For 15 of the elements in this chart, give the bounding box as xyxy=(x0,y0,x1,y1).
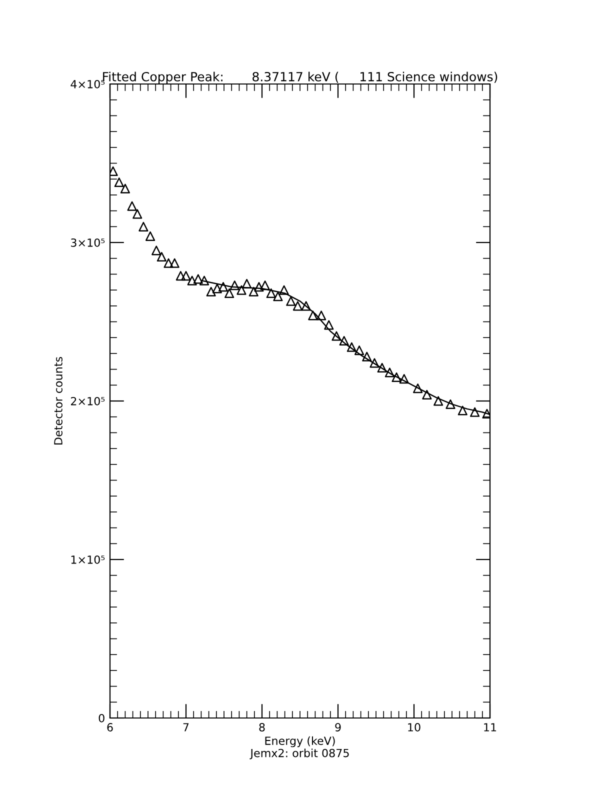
y-tick-label: 1×10⁵ xyxy=(71,555,105,564)
chart-title: Fitted Copper Peak: 8.37117 keV ( 111 Science windows) xyxy=(103,72,498,84)
x-axis-title: Energy (keV) xyxy=(265,736,335,748)
text: Jemx2: orbit 0875 xyxy=(250,748,349,760)
y-tick-label: 0 xyxy=(98,714,104,722)
x-tick-label: 10 xyxy=(408,723,420,732)
x-tick-label: 11 xyxy=(484,723,496,732)
y-tick-label: 4×10⁵ xyxy=(70,80,105,88)
y-axis-title: Detector counts xyxy=(54,357,62,444)
x-tick-label: 6 xyxy=(107,723,113,732)
x-tick-label: 7 xyxy=(183,723,189,732)
y-tick-label: 3×10⁵ xyxy=(71,238,105,247)
x-tick-label: 8 xyxy=(259,723,265,732)
x-tick-label: 9 xyxy=(335,723,341,732)
y-tick-label: 2×10⁵ xyxy=(70,396,105,406)
